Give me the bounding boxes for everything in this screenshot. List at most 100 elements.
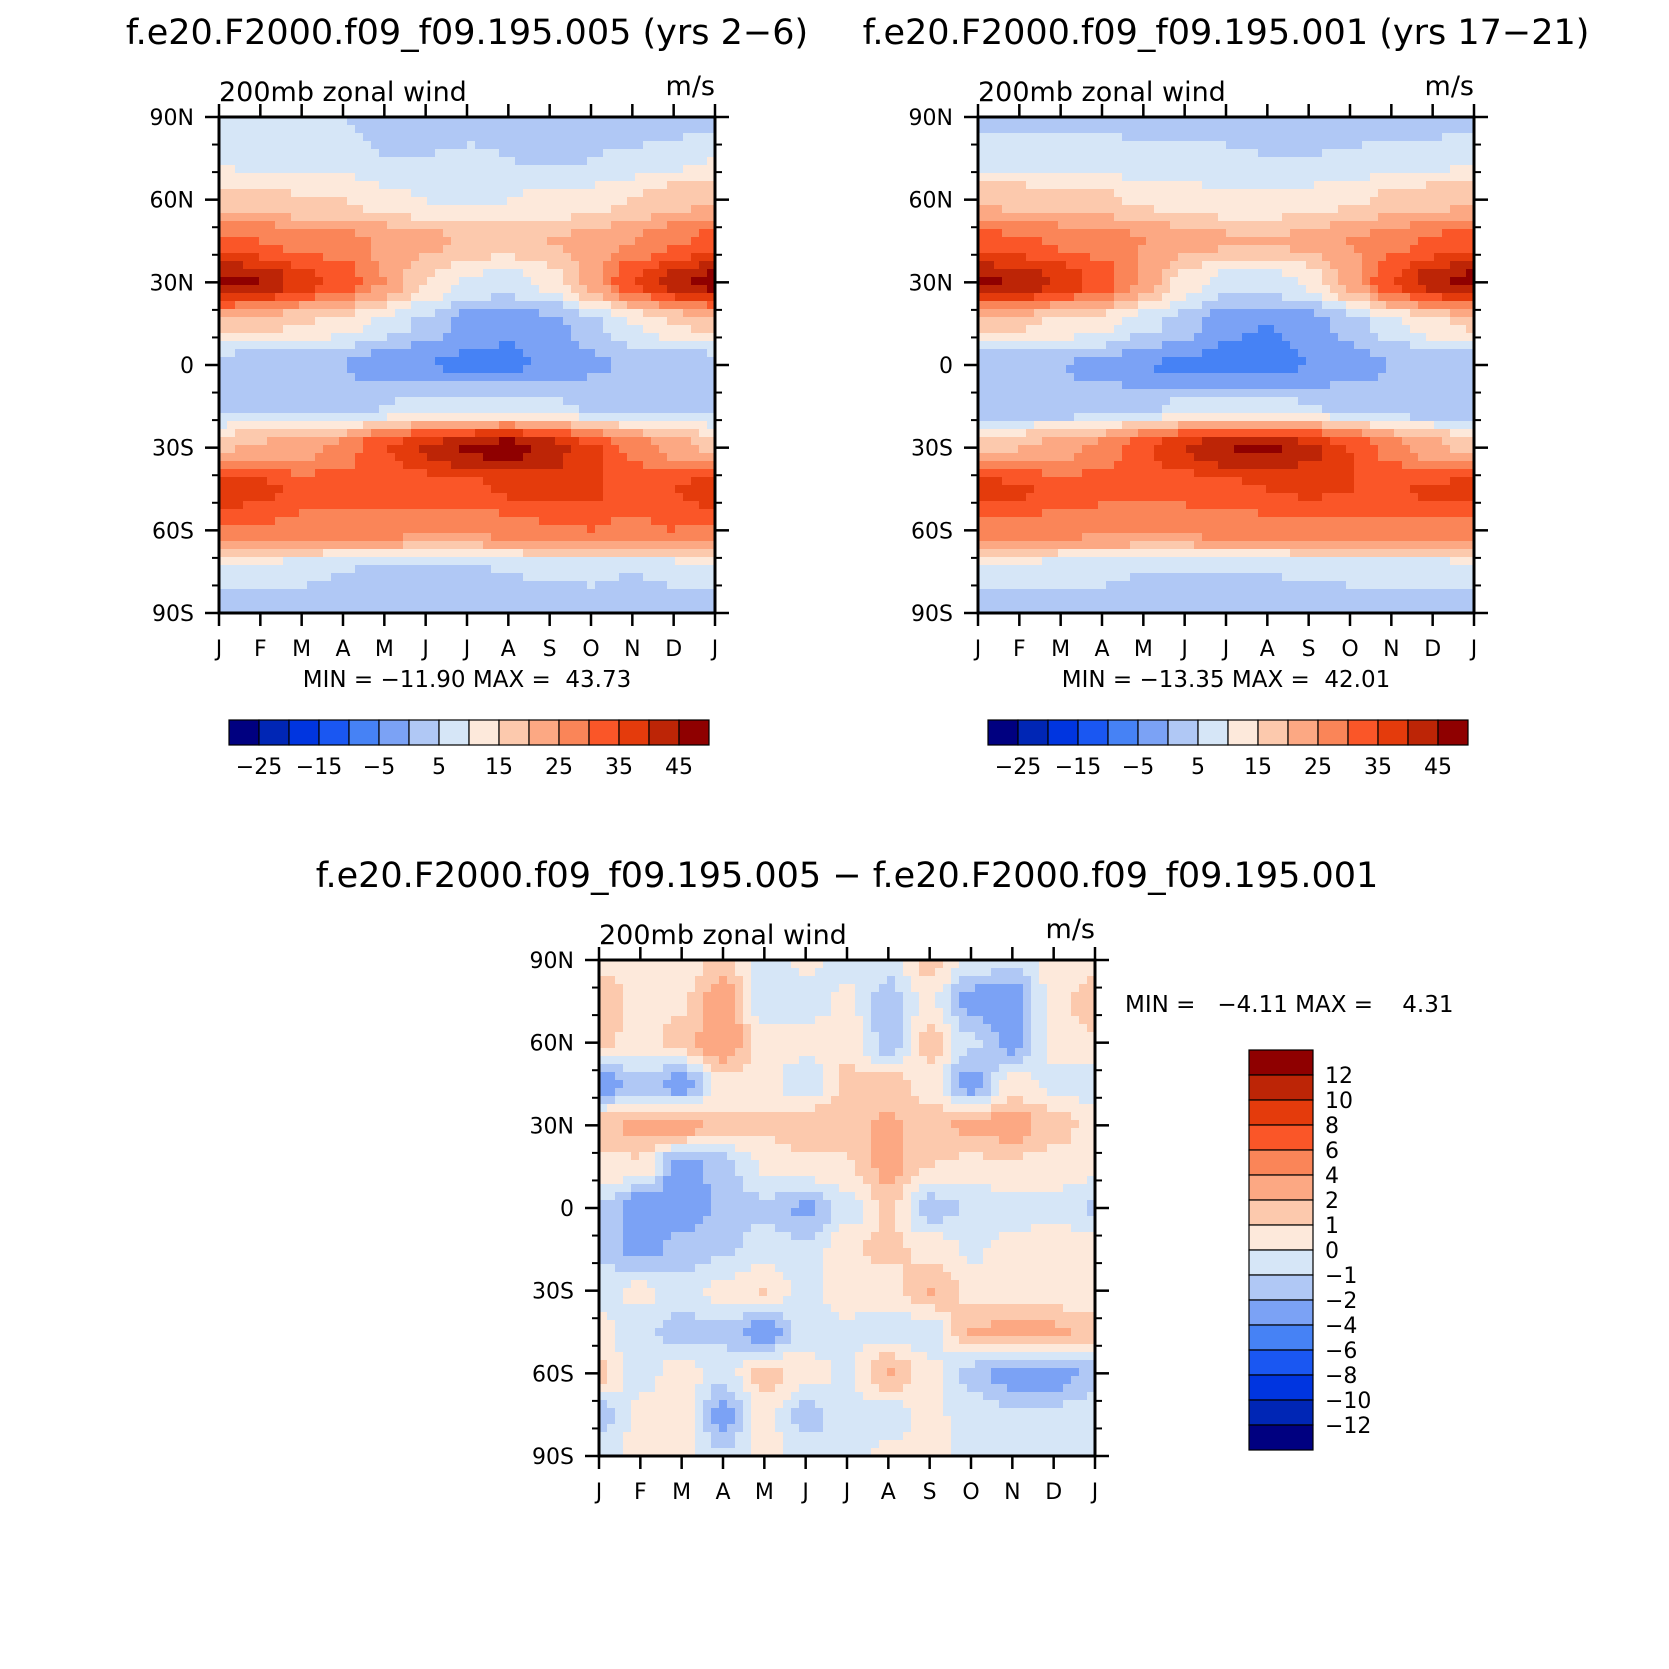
heatmap-cell [579,133,588,142]
heatmap-cell [595,565,604,574]
heatmap-cell [443,213,452,222]
heatmap-cell [339,541,348,550]
heatmap-cell [379,445,388,454]
heatmap-cell [227,205,236,214]
heatmap-cell [395,357,404,366]
heatmap-cell [675,469,684,478]
heatmap-cell [515,293,524,302]
heatmap-cell [507,253,516,262]
heatmap-cell [219,453,228,462]
heatmap-cell [1122,133,1131,142]
heatmap-cell [435,165,444,174]
heatmap-cell [411,229,420,238]
heatmap-cell [483,517,492,526]
heatmap-cell [403,205,412,214]
heatmap-cell [1258,229,1267,238]
heatmap-cell [323,309,332,318]
heatmap-cell [259,181,268,190]
heatmap-cell [435,317,444,326]
heatmap-cell [539,229,548,238]
heatmap-cell [355,381,364,390]
heatmap-cell [1234,173,1243,182]
heatmap-cell [379,269,388,278]
heatmap-cell [563,229,572,238]
heatmap-cell [627,237,636,246]
heatmap-cell [627,293,636,302]
heatmap-cell [515,373,524,382]
heatmap-cell [627,197,636,206]
heatmap-cell [659,229,668,238]
heatmap-cell [355,277,364,286]
heatmap-cell [643,477,652,486]
heatmap-cell [251,581,260,590]
heatmap-cell [323,429,332,438]
heatmap-cell [643,541,652,550]
heatmap-cell [227,437,236,446]
heatmap-cell [1218,213,1227,222]
heatmap-cell [659,501,668,510]
heatmap-cell [435,365,444,374]
heatmap-cell [243,245,252,254]
heatmap-cell [323,333,332,342]
heatmap-cell [251,453,260,462]
heatmap-cell [1098,237,1107,246]
heatmap-cell [515,389,524,398]
heatmap-cell [651,533,660,542]
heatmap-cell [539,149,548,158]
heatmap-cell [1450,181,1459,190]
heatmap-cell [691,589,700,598]
heatmap-cell [299,549,308,558]
heatmap-cell [331,525,340,534]
heatmap-cell [459,485,468,494]
heatmap-cell [475,429,484,438]
heatmap-cell [1090,173,1099,182]
heatmap-cell [291,501,300,510]
heatmap-cell [691,557,700,566]
heatmap-cell [427,501,436,510]
heatmap-cell [483,397,492,406]
heatmap-cell [603,197,612,206]
heatmap-cell [459,405,468,414]
heatmap-cell [371,381,380,390]
heatmap-cell [331,557,340,566]
heatmap-cell [1090,181,1099,190]
colorbar-swatch [318,719,350,746]
heatmap-cell [347,397,356,406]
heatmap-cell [283,245,292,254]
heatmap-cell [587,149,596,158]
heatmap-cell [443,381,452,390]
heatmap-cell [1258,117,1267,126]
heatmap-cell [675,117,684,126]
heatmap-cell [1346,197,1355,206]
heatmap-cell [1450,133,1459,142]
heatmap-cell [1378,205,1387,214]
heatmap-cell [483,589,492,598]
heatmap-cell [563,141,572,150]
heatmap-cell [627,309,636,318]
heatmap-cell [443,445,452,454]
heatmap-cell [475,525,484,534]
heatmap-cell [275,445,284,454]
heatmap-cell [347,221,356,230]
heatmap-cell [1034,245,1043,254]
heatmap-cell [219,429,228,438]
heatmap-cell [555,229,564,238]
heatmap-cell [1186,189,1195,198]
heatmap-cell [1402,165,1411,174]
heatmap-cell [315,261,324,270]
heatmap-cell [1426,213,1435,222]
heatmap-cell [331,365,340,374]
heatmap-cell [547,189,556,198]
heatmap-cell [635,173,644,182]
heatmap-cell [659,405,668,414]
heatmap-cell [347,125,356,134]
heatmap-cell [435,253,444,262]
heatmap-cell [587,573,596,582]
heatmap-cell [675,341,684,350]
heatmap-cell [347,461,356,470]
heatmap-cell [1450,165,1459,174]
heatmap-cell [1170,221,1179,230]
heatmap-cell [539,189,548,198]
heatmap-cell [667,541,676,550]
heatmap-cell [283,373,292,382]
